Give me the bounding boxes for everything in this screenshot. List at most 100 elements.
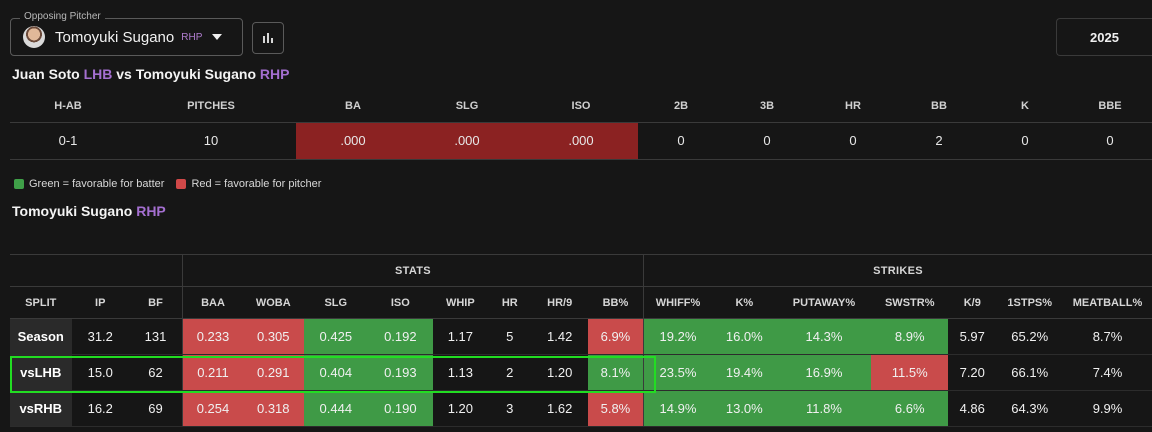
column-header: IP bbox=[71, 286, 129, 319]
h2h-cell: 0 bbox=[810, 122, 896, 160]
batter-hand: LHB bbox=[83, 66, 113, 82]
stat-cell: 0.444 bbox=[303, 390, 369, 427]
column-header: K/9 bbox=[948, 286, 997, 319]
h2h-cell: 0 bbox=[1068, 122, 1152, 160]
column-header: BB% bbox=[587, 286, 644, 319]
column-header: ISO bbox=[368, 286, 433, 319]
stat-cell: 1.13 bbox=[432, 354, 489, 391]
stat-cell: 11.8% bbox=[776, 390, 872, 427]
stat-cell: 6.6% bbox=[871, 390, 949, 427]
column-header: SLG bbox=[303, 286, 369, 319]
stat-cell: 6.9% bbox=[587, 318, 644, 355]
stat-cell: 7.20 bbox=[948, 354, 997, 391]
h2h-cell: .000 bbox=[296, 122, 410, 160]
stat-cell: 1.17 bbox=[432, 318, 489, 355]
color-legend: Green = favorable for batter Red = favor… bbox=[14, 178, 321, 190]
stat-cell: 0.404 bbox=[303, 354, 369, 391]
stat-cell: 4.86 bbox=[948, 390, 997, 427]
bar-chart-icon bbox=[263, 33, 273, 43]
strikes-group-header: STRIKES bbox=[642, 254, 1152, 287]
season-year-value: 2025 bbox=[1090, 29, 1119, 45]
stat-cell: 14.3% bbox=[776, 318, 872, 355]
stat-cell: 8.9% bbox=[871, 318, 949, 355]
green-swatch bbox=[14, 179, 24, 189]
stat-cell: 19.2% bbox=[642, 318, 713, 355]
stat-cell: 1.42 bbox=[531, 318, 588, 355]
h2h-header: 2B bbox=[638, 90, 724, 123]
pitcher-section-title: Tomoyuki Sugano RHP bbox=[12, 203, 166, 219]
split-row-vsrhb: vsRHB 16.2 69 0.254 0.318 0.444 0.190 1.… bbox=[10, 390, 1152, 427]
h2h-header: H-AB bbox=[10, 90, 126, 123]
splits-column-header-row: SPLIT IP BF BAA WOBA SLG ISO WHIP HR HR/… bbox=[10, 286, 1152, 319]
red-swatch bbox=[176, 179, 187, 189]
batter-name: Juan Soto bbox=[12, 66, 80, 82]
pitcher-section-name: Tomoyuki Sugano bbox=[12, 203, 133, 219]
stat-cell: 0.211 bbox=[181, 354, 243, 391]
split-label: vsRHB bbox=[10, 390, 72, 427]
column-header: MEATBALL% bbox=[1063, 286, 1152, 319]
column-header: SWSTR% bbox=[871, 286, 949, 319]
stat-cell: 16.0% bbox=[712, 318, 777, 355]
stat-cell: 0.425 bbox=[303, 318, 369, 355]
column-header: WHIFF% bbox=[642, 286, 713, 319]
stat-cell: 131 bbox=[129, 318, 183, 355]
stat-cell: 14.9% bbox=[642, 390, 713, 427]
stat-cell: 16.2 bbox=[71, 390, 129, 427]
selected-pitcher-name: Tomoyuki Sugano bbox=[55, 28, 175, 46]
h2h-header: BBE bbox=[1068, 90, 1152, 123]
stat-cell: 8.1% bbox=[587, 354, 644, 391]
head-to-head-values-row: 0-1 10 .000 .000 .000 0 0 0 2 0 0 bbox=[10, 122, 1152, 160]
h2h-cell: 0 bbox=[638, 122, 724, 160]
pitcher-splits-table: STATS STRIKES SPLIT IP BF BAA WOBA SLG I… bbox=[10, 254, 1152, 427]
stat-cell: 0.233 bbox=[181, 318, 243, 355]
pitcher-avatar bbox=[23, 26, 45, 48]
stat-cell: 23.5% bbox=[642, 354, 713, 391]
h2h-header: 3B bbox=[724, 90, 810, 123]
stat-cell: 1.62 bbox=[531, 390, 588, 427]
column-header: WOBA bbox=[243, 286, 304, 319]
stat-cell: 1.20 bbox=[432, 390, 489, 427]
split-label: Season bbox=[10, 318, 72, 355]
stat-cell: 0.192 bbox=[368, 318, 433, 355]
h2h-header: BB bbox=[896, 90, 982, 123]
splits-group-header-row: STATS STRIKES bbox=[10, 254, 1152, 287]
column-header: WHIP bbox=[432, 286, 489, 319]
stat-cell: 16.9% bbox=[776, 354, 872, 391]
stat-cell: 0.318 bbox=[243, 390, 304, 427]
h2h-header: HR bbox=[810, 90, 896, 123]
pitcher-section-hand: RHP bbox=[136, 203, 166, 219]
stat-cell: 65.2% bbox=[996, 318, 1064, 355]
stat-cell: 0.291 bbox=[243, 354, 304, 391]
column-header: HR bbox=[488, 286, 532, 319]
red-legend-text: Red = favorable for pitcher bbox=[191, 178, 322, 190]
opposing-pitcher-select[interactable]: Opposing Pitcher Tomoyuki Sugano RHP bbox=[10, 11, 243, 56]
h2h-cell: 0 bbox=[982, 122, 1068, 160]
column-header: BAA bbox=[181, 286, 243, 319]
matchup-pitcher-hand: RHP bbox=[259, 66, 290, 82]
stat-cell: 11.5% bbox=[871, 354, 949, 391]
stat-cell: 0.305 bbox=[243, 318, 304, 355]
stat-cell: 2 bbox=[488, 354, 532, 391]
stat-cell: 5.97 bbox=[948, 318, 997, 355]
stat-cell: 62 bbox=[129, 354, 183, 391]
h2h-cell: 0-1 bbox=[10, 122, 126, 160]
opposing-pitcher-label: Opposing Pitcher bbox=[20, 11, 105, 22]
column-header: 1STPS% bbox=[996, 286, 1064, 319]
season-year-select[interactable]: 2025 bbox=[1056, 18, 1152, 56]
stat-cell: 66.1% bbox=[996, 354, 1064, 391]
column-header: PUTAWAY% bbox=[776, 286, 872, 319]
split-row-season: Season 31.2 131 0.233 0.305 0.425 0.192 … bbox=[10, 318, 1152, 355]
head-to-head-header-row: H-AB PITCHES BA SLG ISO 2B 3B HR BB K BB… bbox=[10, 90, 1152, 123]
green-legend-text: Green = favorable for batter bbox=[29, 178, 165, 190]
stat-cell: 13.0% bbox=[712, 390, 777, 427]
h2h-cell: 0 bbox=[724, 122, 810, 160]
matchup-title: Juan Soto LHB vs Tomoyuki Sugano RHP bbox=[12, 66, 289, 82]
stat-cell: 0.193 bbox=[368, 354, 433, 391]
h2h-cell: .000 bbox=[410, 122, 524, 160]
stat-cell: 69 bbox=[129, 390, 183, 427]
stat-cell: 1.20 bbox=[531, 354, 588, 391]
h2h-cell: 2 bbox=[896, 122, 982, 160]
chart-view-button[interactable] bbox=[252, 22, 284, 54]
column-header: SPLIT bbox=[10, 286, 72, 319]
h2h-header: PITCHES bbox=[126, 90, 296, 123]
